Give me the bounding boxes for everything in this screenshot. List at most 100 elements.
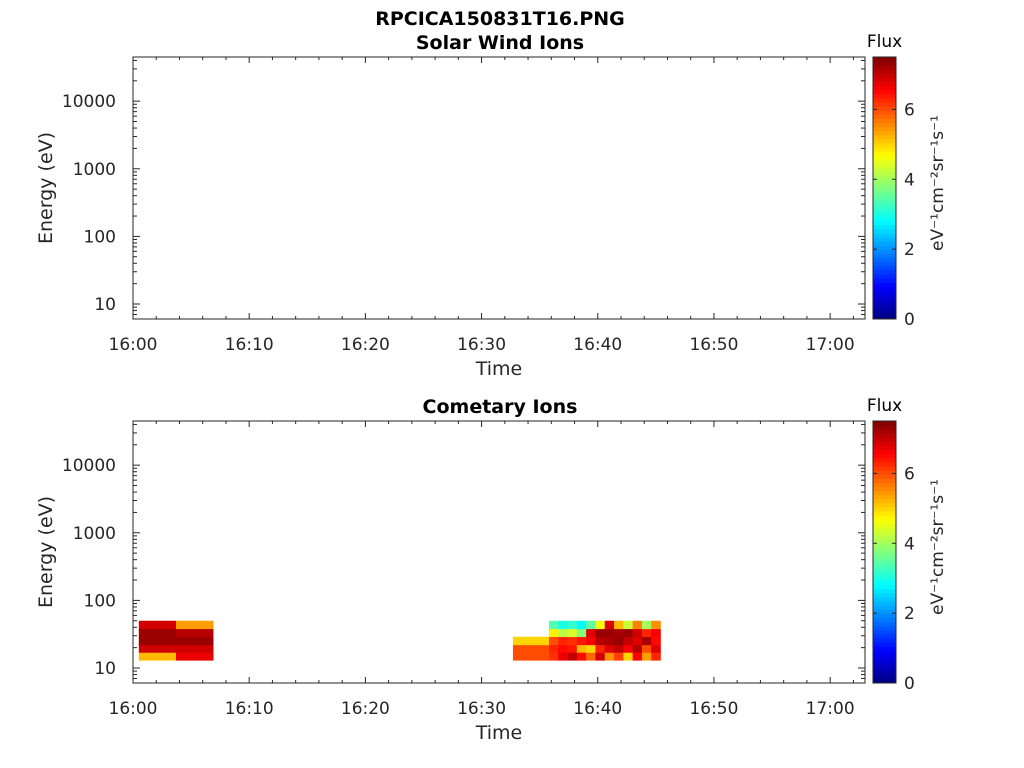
colorbar-segment	[873, 282, 896, 287]
colorbar-segment	[873, 57, 896, 62]
colorbar-tick-label: 4	[904, 170, 915, 190]
colorbar-segment	[873, 572, 896, 578]
colorbar-segment	[873, 118, 896, 123]
colorbar-segment	[873, 421, 896, 426]
colorbar-segment	[873, 138, 896, 144]
colorbar-segment	[873, 515, 896, 520]
heatmap-cell	[558, 628, 568, 638]
x-axis-label: Time	[475, 358, 523, 380]
colorbar-segment	[873, 609, 896, 614]
colorbar-segment	[873, 102, 896, 107]
colorbar-segment	[873, 208, 896, 214]
y-tick-label: 1000	[73, 160, 116, 180]
colorbar-segment	[873, 261, 896, 267]
colorbar-segment	[873, 613, 896, 618]
heatmap-cell	[595, 652, 606, 661]
heatmap-cell	[632, 628, 643, 638]
colorbar-segment	[873, 605, 896, 610]
heatmap-cell	[558, 620, 568, 630]
heatmap-cell	[548, 644, 559, 653]
colorbar-segment	[873, 294, 896, 300]
colorbar-segment	[873, 192, 896, 197]
colorbar-segment	[873, 576, 896, 582]
heatmap-cell	[567, 620, 578, 630]
heatmap-cell	[175, 628, 214, 638]
y-tick-label: 1000	[73, 524, 116, 544]
heatmap-cell	[548, 628, 559, 638]
heatmap-cell	[604, 652, 615, 661]
colorbar-segment	[873, 302, 896, 308]
heatmap-cell	[138, 644, 177, 653]
heatmap-cell	[586, 644, 596, 653]
colorbar-tick-label: 4	[904, 534, 915, 554]
heatmap-cell	[586, 652, 596, 661]
colorbar-segment	[873, 425, 896, 430]
colorbar-segment	[873, 298, 896, 304]
heatmap-cell	[567, 636, 578, 646]
colorbar-segment	[873, 662, 896, 668]
heatmap-cell	[641, 636, 652, 646]
colorbar-segment	[873, 65, 896, 70]
colorbar-segment	[873, 666, 896, 672]
colorbar-segment	[873, 429, 896, 434]
colorbar-segment	[873, 286, 896, 291]
heatmap-cell	[567, 652, 578, 661]
colorbar-segment	[873, 159, 896, 164]
heatmap-cell	[651, 636, 661, 646]
colorbar-segment	[873, 290, 896, 295]
colorbar-segment	[873, 200, 896, 205]
heatmap-cell	[651, 644, 661, 653]
x-tick-label: 16:20	[341, 699, 390, 719]
colorbar-title: Flux	[867, 32, 902, 52]
heatmap-cell	[512, 636, 550, 646]
y-tick-label: 10	[94, 659, 116, 679]
colorbar-segment	[873, 306, 896, 312]
colorbar-title: Flux	[867, 396, 902, 416]
plot-frame	[132, 56, 866, 320]
colorbar-segment	[873, 617, 896, 623]
heatmap-cell	[614, 620, 624, 630]
colorbar-segment	[873, 130, 896, 136]
y-tick-label: 100	[84, 591, 116, 611]
x-tick-label: 16:50	[689, 699, 738, 719]
colorbar-segment	[873, 151, 896, 156]
colorbar-unit-label: eV⁻¹cm⁻²sr⁻¹s⁻¹	[928, 479, 948, 615]
panel-1: Solar Wind Ions 16:00 16:10 16:20 16:30 16:40…	[35, 32, 948, 380]
colorbar-segment	[873, 163, 896, 169]
colorbar-segment	[873, 310, 896, 316]
y-axis-label: Energy (eV)	[35, 132, 57, 244]
y-tick-label: 10000	[62, 92, 116, 112]
colorbar-segment	[873, 212, 896, 218]
heatmap-cell	[512, 644, 550, 653]
colorbar-segment	[873, 93, 896, 99]
colorbar-tick-label: 2	[904, 604, 915, 624]
colorbar-segment	[873, 457, 896, 463]
heatmap-cell	[651, 652, 661, 661]
colorbar-segment	[873, 216, 896, 222]
colorbar-segment	[873, 228, 896, 234]
colorbar-segment	[873, 449, 896, 455]
colorbar-segment	[873, 257, 896, 263]
colorbar-segment	[873, 196, 896, 201]
x-tick-label: 16:20	[341, 335, 390, 355]
colorbar-tick-label: 2	[904, 240, 915, 260]
y-tick-label: 10	[94, 295, 116, 315]
colorbar-segment	[873, 523, 896, 528]
colorbar-segment	[873, 498, 896, 504]
x-tick-label: 16:10	[225, 335, 274, 355]
colorbar-segment	[873, 69, 896, 74]
colorbar-segment	[873, 506, 896, 512]
colorbar-segment	[873, 273, 896, 279]
colorbar-segment	[873, 437, 896, 442]
heatmap-cell	[567, 644, 578, 653]
heatmap-cell	[651, 628, 661, 638]
heatmap-cell	[558, 636, 568, 646]
heatmap-cell	[576, 628, 587, 638]
x-tick-label: 16:40	[573, 335, 622, 355]
y-tick-label: 10000	[62, 456, 116, 476]
x-tick-label: 16:40	[573, 699, 622, 719]
colorbar-segment	[873, 245, 896, 250]
heatmap-cell	[138, 636, 177, 646]
colorbar-tick-label: 0	[904, 674, 915, 694]
colorbar: 0 2 4 6 Flux eV⁻¹cm⁻²sr⁻¹s⁻¹	[867, 32, 948, 330]
